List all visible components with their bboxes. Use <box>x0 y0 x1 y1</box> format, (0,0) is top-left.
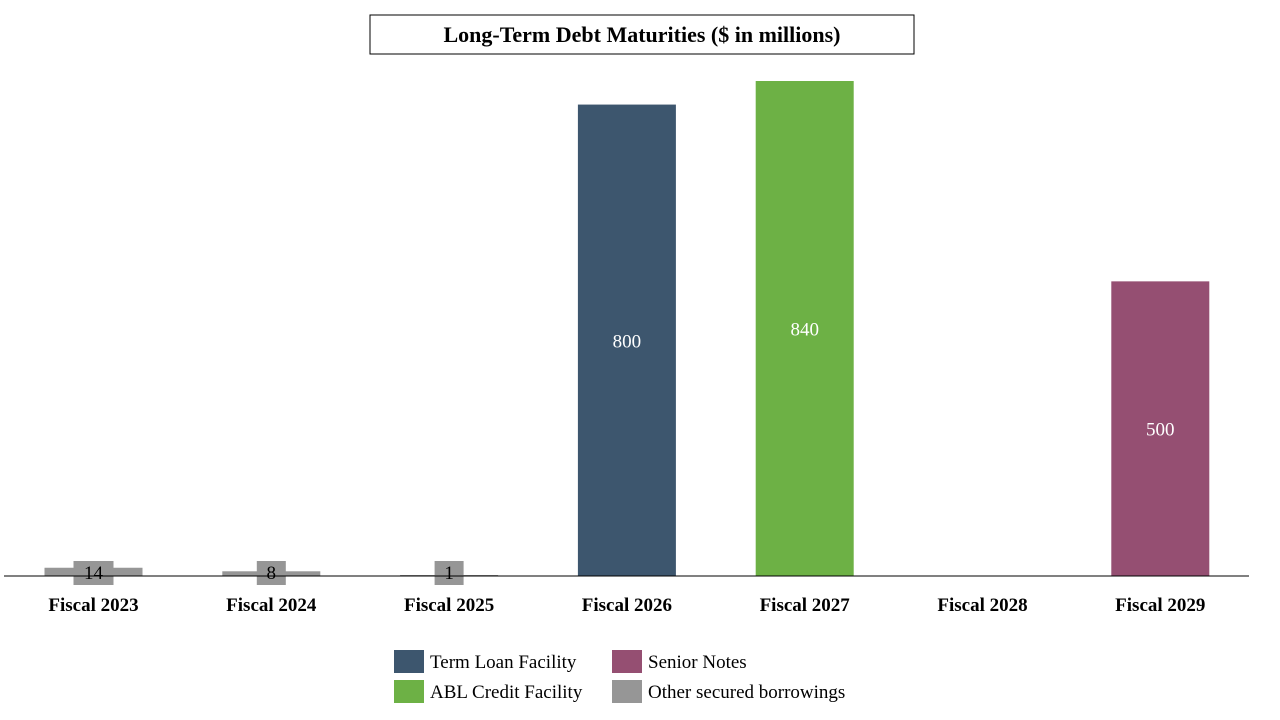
bars-group: 14 8 1 800 840 500 <box>44 81 1210 585</box>
data-label-fiscal-2024: 8 <box>267 563 277 584</box>
legend-swatch-term-loan-facility <box>394 650 424 673</box>
bar-term-loan-facility-fiscal-2026 <box>577 104 676 577</box>
x-tick-label: Fiscal 2027 <box>760 595 851 616</box>
legend-label-term-loan-facility: Term Loan Facility <box>430 652 577 673</box>
chart-title: Long-Term Debt Maturities ($ in millions… <box>444 22 841 47</box>
x-tick-label: Fiscal 2029 <box>1115 595 1205 616</box>
x-tick-labels: Fiscal 2023 Fiscal 2024 Fiscal 2025 Fiscal … <box>48 595 1205 616</box>
data-label-bg-fiscal-2023 <box>73 561 114 585</box>
legend-label-other-secured-borrowings: Other secured borrowings <box>648 682 845 703</box>
bar-senior-notes-fiscal-2029 <box>1111 281 1210 576</box>
legend-swatch-senior-notes <box>612 650 642 673</box>
legend-swatch-other-secured-borrowings <box>612 680 642 703</box>
bar-abl-credit-facility-fiscal-2027 <box>755 81 854 576</box>
x-tick-label: Fiscal 2024 <box>226 595 317 616</box>
data-label-fiscal-2025: 1 <box>444 563 454 584</box>
data-label-bg-fiscal-2024 <box>256 561 286 585</box>
chart-title-box <box>369 14 915 55</box>
data-label-bg-fiscal-2025 <box>434 561 464 585</box>
legend: Term Loan Facility Senior Notes ABL Credit… <box>394 650 845 703</box>
x-tick-label: Fiscal 2025 <box>404 595 494 616</box>
data-label-fiscal-2026: 800 <box>613 331 642 352</box>
data-label-fiscal-2027: 840 <box>790 320 819 341</box>
x-tick-label: Fiscal 2023 <box>48 595 138 616</box>
legend-label-abl-credit-facility: ABL Credit Facility <box>430 682 583 703</box>
data-label-fiscal-2029: 500 <box>1146 420 1175 441</box>
x-tick-label: Fiscal 2028 <box>937 595 1027 616</box>
legend-label-senior-notes: Senior Notes <box>648 652 747 673</box>
legend-swatch-abl-credit-facility <box>394 680 424 703</box>
x-tick-label: Fiscal 2026 <box>582 595 672 616</box>
data-label-fiscal-2023: 14 <box>84 563 104 584</box>
